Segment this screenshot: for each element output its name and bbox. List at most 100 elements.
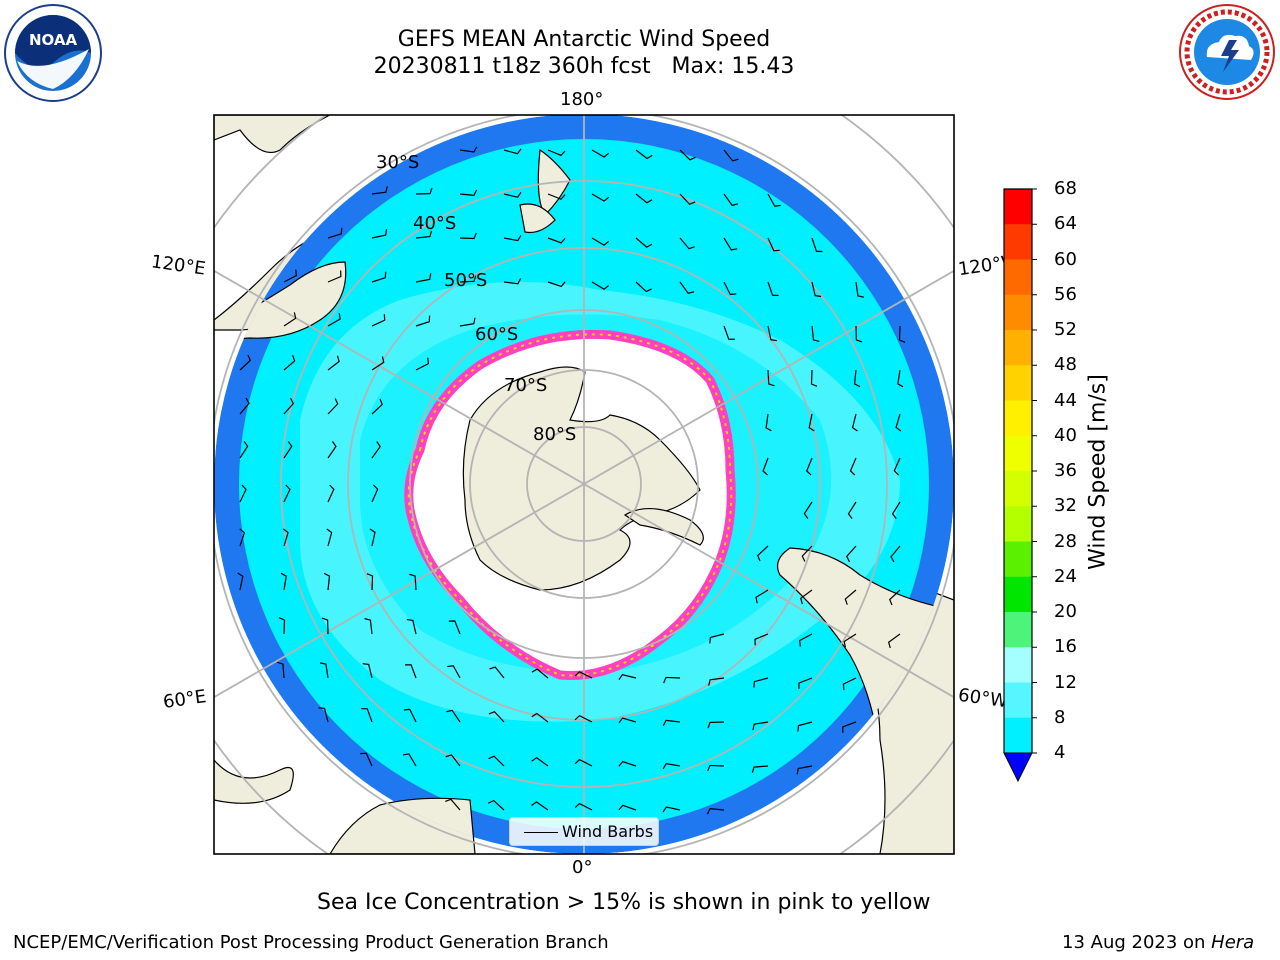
footer-date: 13 Aug 2023 on Hera: [1062, 932, 1254, 953]
wind-barb: [751, 765, 769, 774]
wind-barb: [723, 281, 737, 296]
wind-barb: [445, 798, 461, 811]
colorbar-bin: [1004, 365, 1032, 401]
wind-barb: [327, 398, 339, 415]
wind-barb: [844, 589, 857, 605]
wind-barb: [327, 441, 337, 459]
wind-barb: [635, 281, 652, 293]
wind-barb: [531, 757, 549, 767]
wind-barb: [323, 572, 331, 591]
wind-barb: [327, 484, 335, 503]
wind-barb: [618, 804, 637, 811]
wind-barb: [239, 397, 250, 415]
wind-barb: [797, 721, 813, 732]
wind-barb: [843, 633, 857, 648]
colorbar-tick-label: 32: [1054, 495, 1077, 517]
colorbar-tick-label: 16: [1054, 636, 1077, 658]
wind-barb: [547, 193, 566, 200]
wind-barb: [361, 708, 373, 723]
colorbar-bin: [1004, 400, 1032, 437]
wind-barb: [591, 193, 610, 202]
colorbar-tick-label: 8: [1054, 706, 1066, 728]
wind-barb: [767, 193, 781, 207]
map-frame: [213, 114, 955, 855]
wind-barb: [283, 441, 293, 459]
colorbar-bin: [1004, 224, 1032, 260]
wind-barb: [887, 633, 901, 649]
wind-barb: [808, 413, 815, 432]
wind-barb: [488, 711, 505, 723]
wind-barb: [723, 325, 735, 340]
wind-barb: [849, 457, 857, 476]
colorbar-tick-label: 68: [1054, 178, 1077, 199]
wind-barb: [767, 237, 780, 252]
wind-barb: [798, 677, 813, 690]
wind-barb: [402, 753, 417, 767]
wind-barb: [371, 314, 386, 327]
colorbar-tick-label: 52: [1054, 319, 1077, 340]
wind-barb: [574, 758, 593, 767]
wind-barb: [445, 754, 461, 767]
wind-barb: [591, 149, 610, 158]
wind-barb: [415, 315, 431, 327]
wind-barb: [591, 281, 610, 290]
wind-barb: [283, 397, 295, 415]
wind-barb: [403, 708, 417, 723]
wind-barb: [459, 146, 478, 153]
wind-barb: [366, 573, 374, 591]
wind-barb: [282, 528, 289, 547]
colorbar-label: Wind Speed [m/s]: [1085, 374, 1111, 570]
wind-barb: [755, 589, 769, 604]
lat-label-50s: 50°S: [444, 270, 488, 291]
wind-barb: [459, 232, 477, 240]
footer-date-text: 13 Aug 2023 on: [1062, 932, 1212, 953]
wind-barb: [765, 413, 772, 432]
wind-barb: [767, 325, 777, 342]
wind-barb: [851, 413, 858, 432]
footer-host: Hera: [1211, 932, 1255, 953]
wind-barb: [547, 237, 566, 244]
wind-barb: [489, 666, 505, 679]
colorbar-bin: [1004, 717, 1032, 754]
wind-barb: [706, 808, 725, 815]
wind-barb: [239, 441, 249, 459]
wind-barb: [846, 545, 857, 563]
wind-barb: [280, 572, 287, 591]
wind-barb: [891, 501, 901, 520]
wind-barb: [326, 528, 333, 547]
colorbar-bin: [1004, 541, 1032, 578]
wind-barb: [364, 618, 373, 635]
wind-barb: [898, 325, 906, 343]
wind-barb: [662, 719, 681, 726]
wind-barbs: [237, 146, 906, 815]
wind-barb: [283, 269, 298, 283]
wind-barb: [415, 273, 432, 283]
meridian-60e-120w: [214, 269, 954, 699]
wind-barb: [447, 665, 461, 679]
colorbar-tick-label: 40: [1054, 424, 1077, 446]
wind-barb: [503, 278, 522, 285]
wind-barb: [488, 755, 505, 767]
wind-barb: [842, 721, 857, 733]
wind-barb: [547, 281, 566, 288]
wind-barb: [806, 457, 813, 476]
wind-barb: [531, 668, 549, 679]
lon-label-0: 0°: [572, 857, 593, 878]
chart-subtitle: 20230811 t18z 360h fcst Max: 15.43: [373, 54, 795, 79]
colorbar-tick-label: 12: [1054, 671, 1077, 693]
colorbar-bin: [1004, 647, 1032, 683]
wind-barb: [239, 354, 251, 371]
wind-barb: [369, 528, 376, 547]
wind-barb: [707, 721, 725, 729]
wind-barb: [371, 271, 387, 283]
lat-label-70s: 70°S: [504, 375, 548, 396]
wind-barb: [283, 312, 297, 327]
wind-barb: [371, 356, 385, 371]
wind-barb: [415, 357, 430, 371]
wind-barb: [574, 671, 593, 679]
lat-label-40s: 40°S: [413, 213, 457, 234]
wind-barb: [757, 545, 769, 562]
colorbar-tick-label: 24: [1054, 565, 1077, 587]
